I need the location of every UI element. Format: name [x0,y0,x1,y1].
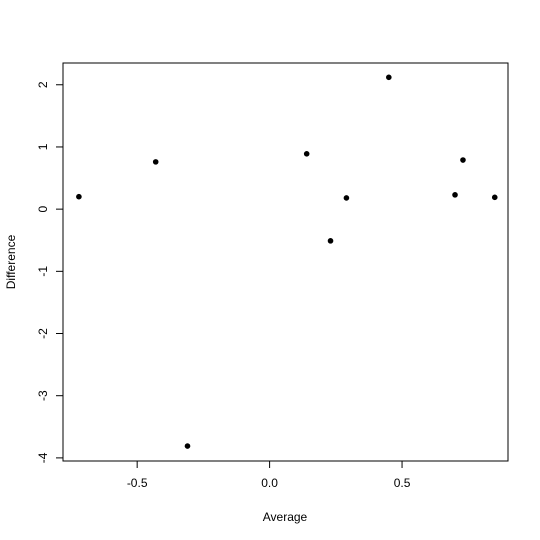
x-tick-label: 0.5 [394,476,411,490]
data-point [303,150,310,157]
data-points [76,74,498,449]
data-point [452,192,458,198]
y-tick-label: 0 [36,205,50,212]
data-point [184,443,191,449]
x-axis-label: Average [263,510,308,524]
data-point [386,74,392,81]
data-point [460,157,466,163]
plot-frame [62,62,509,462]
y-tick-label: -2 [36,328,50,339]
y-axis-label: Difference [4,234,18,289]
y-tick-label: 1 [36,143,50,150]
y-tick-label: 2 [36,81,50,88]
y-axis: -4 -3 -2 -1 0 1 2 [36,81,64,463]
data-point [491,194,498,201]
x-tick-label: -0.5 [127,476,148,490]
y-tick-label: -1 [36,266,50,277]
y-tick-label: -3 [36,390,50,401]
data-point [343,195,350,201]
x-tick-label: 0.0 [261,476,278,490]
data-point [327,238,334,244]
x-axis: -0.5 0.0 0.5 [127,460,411,490]
y-tick-label: -4 [36,452,50,463]
data-point [152,159,159,165]
data-point [76,193,82,200]
